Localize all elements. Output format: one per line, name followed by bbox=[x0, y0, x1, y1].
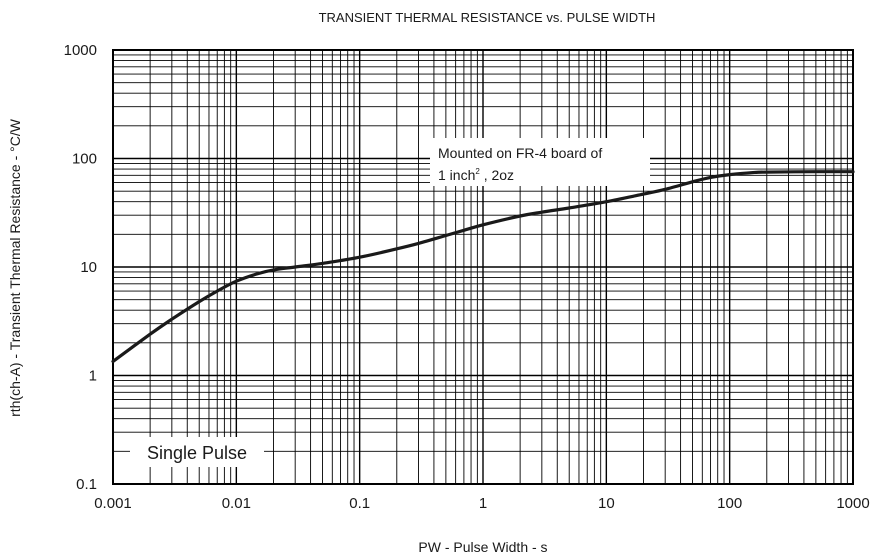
x-tick-label: 1 bbox=[479, 495, 487, 512]
board-annotation: Mounted on FR-4 board of 1 inch2 , 2oz bbox=[430, 138, 650, 186]
x-tick-label: 0.1 bbox=[349, 495, 370, 512]
x-tick-label: 0.01 bbox=[222, 495, 251, 512]
board-annotation-line2: 1 inch2 , 2oz bbox=[438, 167, 514, 183]
y-tick-label: 0.1 bbox=[76, 476, 97, 493]
single-pulse-label: Single Pulse bbox=[147, 443, 247, 463]
x-tick-label: 0.001 bbox=[94, 495, 132, 512]
single-pulse-annotation: Single Pulse bbox=[130, 437, 264, 467]
board-annotation-unit: 1 inch bbox=[438, 167, 475, 183]
y-tick-label: 1000 bbox=[64, 42, 97, 59]
x-tick-label: 1000 bbox=[836, 495, 869, 512]
board-annotation-superscript: 2 bbox=[475, 167, 480, 176]
y-tick-label: 1 bbox=[89, 368, 97, 385]
x-axis: 0.001 0.01 0.1 1 10 100 1000 bbox=[94, 495, 869, 512]
x-tick-label: 100 bbox=[717, 495, 742, 512]
x-axis-label: PW - Pulse Width - s bbox=[418, 539, 547, 555]
grid bbox=[112, 50, 853, 485]
board-annotation-box bbox=[430, 138, 650, 186]
y-axis-label: rth(ch-A) - Transient Thermal Resistance… bbox=[7, 118, 23, 417]
plot-frame bbox=[112, 49, 854, 485]
y-axis: 0.1 1 10 100 1000 bbox=[64, 42, 97, 493]
board-annotation-rest: , 2oz bbox=[480, 167, 514, 183]
board-annotation-line1: Mounted on FR-4 board of bbox=[438, 145, 602, 161]
y-tick-label: 100 bbox=[72, 151, 97, 168]
y-tick-label: 10 bbox=[80, 259, 97, 276]
chart-title: TRANSIENT THERMAL RESISTANCE vs. PULSE W… bbox=[319, 10, 656, 25]
series-line bbox=[111, 170, 855, 363]
x-tick-label: 10 bbox=[598, 495, 615, 512]
single-pulse-box bbox=[130, 437, 264, 467]
